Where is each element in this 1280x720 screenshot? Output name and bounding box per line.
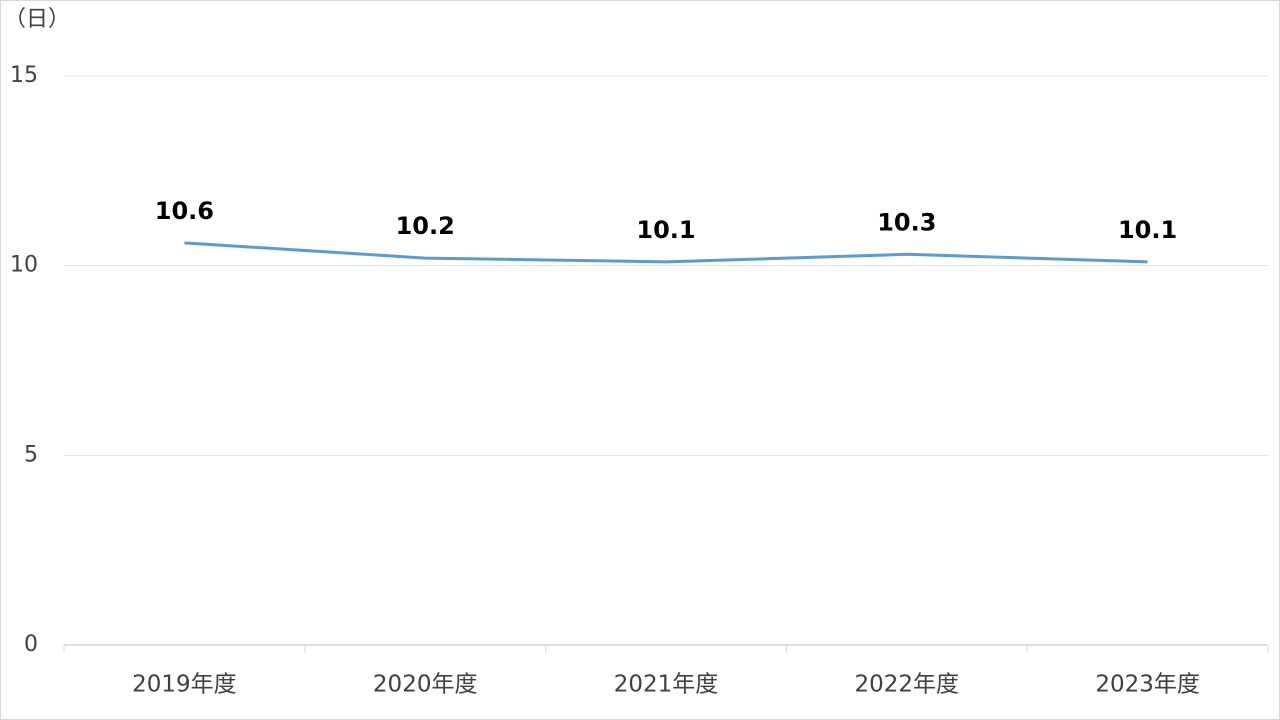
y-axis-title: （日） (4, 7, 70, 32)
x-tick-label: 2019年度 (132, 672, 237, 698)
y-tick-label: 10 (10, 253, 38, 278)
data-label: 10.3 (877, 208, 936, 236)
data-label: 10.2 (396, 212, 455, 240)
x-tick-label: 2022年度 (855, 672, 960, 698)
data-label: 10.1 (1118, 216, 1177, 244)
y-tick-label: 0 (24, 632, 38, 657)
x-tick-label: 2021年度 (614, 672, 719, 698)
x-tick-label: 2023年度 (1095, 672, 1200, 698)
y-tick-label: 15 (10, 63, 38, 88)
x-tick-label: 2020年度 (373, 672, 478, 698)
series-line (184, 241, 1148, 264)
data-label: 10.1 (636, 216, 695, 244)
data-label: 10.6 (155, 197, 214, 225)
y-tick-label: 5 (24, 442, 38, 467)
